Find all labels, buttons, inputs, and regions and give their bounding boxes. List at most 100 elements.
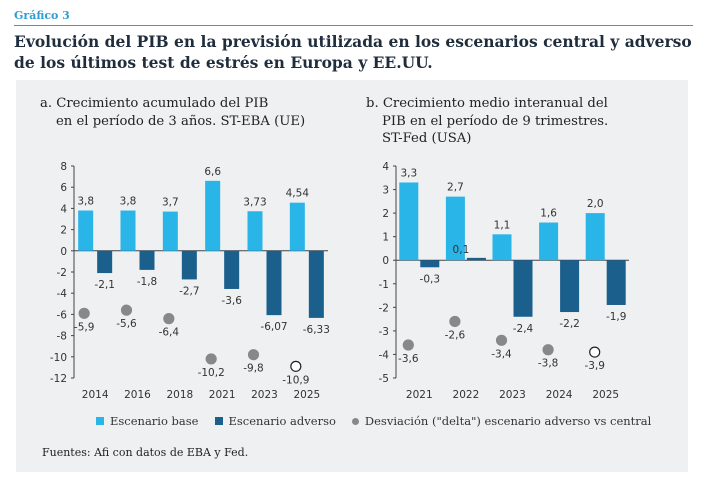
y-tick-label: -8 [57, 331, 67, 343]
delta-point [449, 315, 461, 328]
y-tick-label: 2 [382, 208, 389, 220]
y-tick-label: 4 [382, 161, 389, 173]
chart-a-title-line-2: en el período de 3 años. ST-EBA (UE) [56, 113, 306, 129]
delta-point [120, 304, 133, 316]
data-label-base: 3,7 [162, 197, 179, 209]
bar-adverse [560, 260, 580, 313]
figure-title: Evolución del PIB en la previsión utiliz… [14, 31, 694, 73]
bar-adverse [139, 250, 155, 270]
x-tick-label: 2014 [82, 389, 109, 401]
delta-point [290, 360, 302, 372]
data-label-adverse: 0,1 [453, 244, 470, 256]
data-label-delta: -6,4 [159, 327, 180, 339]
bar-adverse [420, 260, 440, 268]
data-label-adverse: -2,4 [513, 323, 534, 335]
bar-base [445, 196, 465, 261]
data-label-base: 2,0 [587, 198, 604, 210]
data-label-adverse: -6,07 [260, 321, 287, 333]
bar-base [289, 202, 305, 251]
figure-label: Gráfico 3 [14, 9, 70, 22]
data-label-base: 6,6 [204, 166, 221, 178]
y-tick-label: -4 [57, 288, 68, 300]
x-tick-label: 2023 [499, 389, 526, 401]
data-label-delta: -3,6 [398, 353, 419, 365]
data-label-adverse: -3,6 [221, 295, 242, 307]
delta-point [589, 346, 601, 358]
data-label-delta: -10,9 [282, 374, 309, 386]
data-label-base: 3,8 [120, 196, 137, 208]
y-tick-label: 2 [60, 225, 67, 237]
bar-base [247, 211, 263, 251]
legend-label-delta: Desviación ("delta") escenario adverso v… [364, 414, 652, 428]
chart-a-title-line-1: a. Crecimiento acumulado del PIB [40, 96, 269, 111]
bar-adverse [266, 250, 282, 316]
x-tick-label: 2025 [592, 389, 619, 401]
data-label-adverse: -2,2 [559, 318, 580, 330]
bar-base [399, 182, 419, 261]
delta-point [163, 313, 175, 325]
data-label-base: 3,73 [243, 196, 266, 208]
y-tick-label: 1 [382, 232, 389, 244]
bar-adverse [97, 250, 113, 274]
y-tick-label: 8 [60, 161, 67, 173]
delta-point [402, 339, 414, 351]
data-label-adverse: -1,8 [137, 276, 158, 288]
bar-adverse [513, 260, 533, 317]
legend-label-adverse: Escenario adverso [228, 414, 336, 428]
x-tick-label: 2025 [293, 389, 320, 401]
x-tick-label: 2022 [453, 389, 480, 401]
data-label-delta: -3,9 [584, 360, 605, 372]
bar-base [492, 234, 512, 261]
x-tick-label: 2021 [406, 389, 433, 401]
bar-adverse [181, 250, 197, 280]
delta-point [205, 353, 217, 365]
data-label-delta: -3,8 [538, 358, 559, 370]
legend-swatch-base [96, 417, 104, 425]
data-label-base: 1,6 [540, 208, 557, 220]
delta-point [247, 349, 260, 361]
data-label-adverse: -2,1 [94, 279, 115, 291]
data-label-delta: -9,8 [243, 363, 264, 375]
y-tick-label: -12 [50, 373, 67, 385]
data-label-base: 3,8 [77, 196, 94, 208]
bar-adverse [466, 257, 486, 261]
bar-adverse [308, 250, 324, 318]
chart-b-title: b. Crecimiento medio interanual del PIB … [366, 95, 608, 148]
x-tick-label: 2016 [124, 389, 151, 401]
data-label-delta: -5,9 [74, 321, 95, 333]
chart-b-title-line-2: PIB en el período de 9 trimestres. [382, 113, 609, 129]
data-label-base: 2,7 [447, 182, 464, 194]
x-tick-label: 2018 [166, 389, 193, 401]
y-tick-label: -1 [379, 279, 389, 291]
delta-point [542, 344, 554, 356]
legend-swatch-adverse [214, 417, 223, 425]
data-label-delta: -3,4 [491, 348, 512, 360]
delta-point [78, 307, 90, 319]
chart-b-title-line-3: ST-Fed (USA) [382, 131, 472, 146]
y-tick-label: 4 [60, 203, 67, 215]
y-tick-label: -10 [50, 352, 67, 364]
bar-base [78, 210, 94, 251]
data-label-adverse: -1,9 [606, 311, 627, 323]
y-tick-label: -2 [57, 267, 67, 279]
bar-base [205, 180, 221, 251]
delta-point [495, 334, 508, 346]
legend-item-adverse: Escenario adverso [214, 414, 336, 428]
data-label-base: 4,54 [286, 188, 310, 200]
y-tick-label: -2 [379, 302, 389, 314]
legend: Escenario base Escenario adverso Desviac… [96, 414, 667, 428]
data-label-delta: -10,2 [198, 367, 225, 379]
figure-title-line-2: de los últimos test de estrés en Europa … [14, 53, 433, 72]
y-tick-label: 0 [60, 246, 67, 258]
bar-base [120, 210, 136, 251]
bar-adverse [224, 250, 240, 289]
legend-label-base: Escenario base [110, 414, 199, 428]
data-label-base: 1,1 [494, 219, 511, 231]
y-tick-label: -5 [379, 373, 389, 385]
x-tick-label: 2023 [251, 389, 278, 401]
chart-b-svg: 4 3 2 1 0 -1 -2 -3 -4 -5 3,3 -0,3 -3,6 2021 2,7 0,1 -2,6… [379, 161, 629, 401]
data-label-adverse: -2,7 [179, 285, 200, 297]
bar-base [539, 222, 559, 261]
header-rule [14, 25, 693, 26]
bar-base [162, 211, 178, 251]
